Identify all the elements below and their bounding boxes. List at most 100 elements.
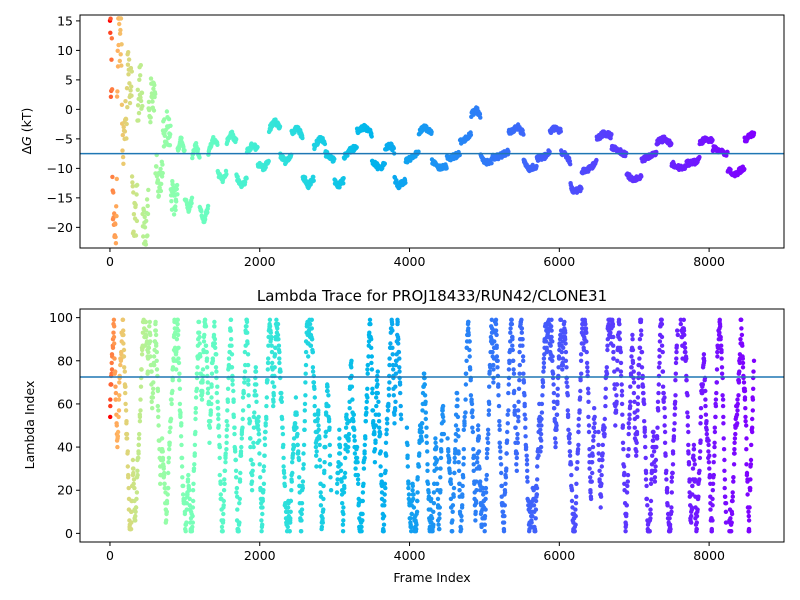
lambda-point <box>293 421 298 426</box>
lambda-point <box>147 324 152 329</box>
lambda-point <box>538 449 543 454</box>
delta-g-point <box>567 158 572 164</box>
lambda-point <box>746 513 751 519</box>
delta-g-point <box>109 36 115 41</box>
lambda-point <box>484 455 490 461</box>
lambda-point <box>158 481 163 486</box>
lambda-point <box>661 399 666 404</box>
lambda-point <box>249 488 255 493</box>
lambda-point <box>386 386 391 391</box>
lambda-point <box>425 468 430 473</box>
lambda-point <box>198 354 203 359</box>
delta-g-x-ticks: 0 2000 4000 6000 8000 <box>106 248 725 269</box>
lambda-point <box>356 503 361 508</box>
delta-g-point <box>150 99 155 104</box>
lambda-point <box>183 529 188 534</box>
lambda-point <box>211 332 217 338</box>
lambda-point <box>524 462 530 467</box>
lambda-point <box>370 390 375 396</box>
lambda-point <box>520 337 525 342</box>
lambda-point <box>648 516 653 521</box>
lambda-point <box>533 507 539 512</box>
lambda-point <box>667 516 672 521</box>
lambda-point <box>437 526 442 532</box>
lambda-point <box>539 423 544 428</box>
lambda-point <box>263 421 268 426</box>
lambda-point <box>431 501 437 506</box>
lambda-point <box>514 455 519 461</box>
lambda-point <box>713 403 719 409</box>
lambda-point <box>299 518 304 523</box>
lambda-point <box>648 481 654 486</box>
lambda-point <box>708 507 713 512</box>
lambda-point <box>180 475 185 480</box>
lambda-point <box>279 399 284 404</box>
lambda-point <box>117 393 122 398</box>
lambda-point <box>659 334 665 340</box>
lambda-point <box>276 343 282 348</box>
lambda-point <box>135 468 140 473</box>
lambda-point <box>430 529 435 534</box>
lambda-point <box>435 481 440 486</box>
lambda-point <box>354 455 360 461</box>
lambda-point <box>289 488 294 493</box>
lambda-point <box>686 429 691 435</box>
delta-g-point <box>159 174 165 179</box>
lambda-point <box>744 462 749 467</box>
lambda-point <box>261 481 267 486</box>
lambda-point <box>551 390 557 396</box>
lambda-point <box>209 401 214 407</box>
lambda-point <box>728 516 733 521</box>
lambda-point <box>245 330 250 335</box>
lambda-point <box>522 393 527 398</box>
lambda-point <box>739 317 744 322</box>
lambda-point <box>233 449 238 454</box>
lambda-point <box>123 408 129 413</box>
lambda-point <box>374 395 379 400</box>
lambda-point <box>417 451 422 456</box>
lambda-point <box>346 444 351 450</box>
lambda-point <box>268 330 273 335</box>
lambda-point <box>614 399 619 404</box>
delta-g-point <box>124 136 129 141</box>
lambda-point <box>719 356 724 361</box>
lambda-point <box>529 520 534 525</box>
lambda-point <box>723 509 729 514</box>
lambda-point <box>256 431 262 437</box>
lambda-point <box>611 349 616 355</box>
lambda-point <box>341 490 347 495</box>
lambda-point <box>707 453 712 458</box>
lambda-point <box>619 382 624 387</box>
lambda-point <box>712 444 717 450</box>
delta-g-point <box>444 166 449 171</box>
delta-g-point <box>166 116 172 122</box>
lambda-point <box>133 518 138 523</box>
lambda-point <box>161 466 166 471</box>
lambda-point <box>697 468 702 473</box>
lambda-point <box>611 356 616 361</box>
lambda-point <box>625 479 630 484</box>
lambda-point <box>429 516 435 521</box>
lambda-point <box>461 462 466 467</box>
lambda-point <box>114 423 120 428</box>
lambda-point <box>631 369 636 374</box>
lambda-point <box>347 406 352 411</box>
lambda-point <box>385 408 391 413</box>
lambda-point <box>524 457 530 463</box>
lambda-point <box>191 481 196 486</box>
lambda-point <box>337 442 342 448</box>
delta-g-point <box>521 132 526 137</box>
lambda-point <box>151 386 156 391</box>
lambda-point <box>457 481 462 486</box>
lambda-point <box>616 317 622 322</box>
lambda-point <box>301 451 306 456</box>
lambda-point <box>367 330 372 335</box>
lambda-point <box>535 477 540 482</box>
lambda-point <box>225 386 231 391</box>
lambda-point <box>439 438 444 443</box>
lambda-point <box>117 380 122 385</box>
lambda-point <box>468 378 473 383</box>
lambda-point <box>187 503 192 508</box>
lambda-point <box>431 509 436 514</box>
lambda-point <box>468 367 473 372</box>
